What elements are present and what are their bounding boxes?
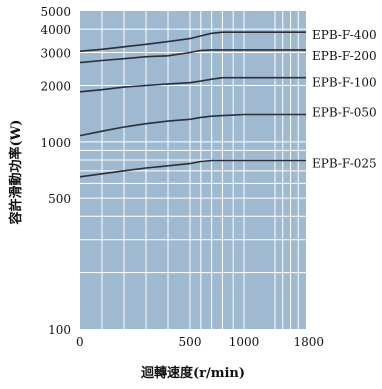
series-label: EPB-F-400: [312, 28, 377, 42]
series-line: [79, 31, 306, 52]
series-line: [79, 113, 306, 137]
x-tick-label: 0: [76, 335, 84, 349]
y-tick-label: 100: [48, 323, 71, 337]
series-line: [79, 76, 306, 93]
y-tick-label: 2000: [40, 79, 71, 93]
x-tick-label: 500: [179, 335, 202, 349]
y-tick-label: 1000: [40, 136, 71, 150]
y-tick-label: 3000: [40, 47, 71, 61]
series-label: EPB-F-050: [312, 105, 377, 119]
series-label-layer: EPB-F-400 EPB-F-200 EPB-F-100 EPB-F-050 EPB-…: [312, 28, 377, 170]
tick-layer: 100 500 1000 2000 3000 4000 5000 0 500 1000 1800: [40, 5, 324, 349]
series-label: EPB-F-025: [312, 156, 377, 170]
x-axis-label: 迴轉速度(r/min): [140, 365, 245, 381]
x-tick-label: 1000: [229, 335, 260, 349]
y-axis-label: 容許滑動功率(W): [8, 120, 24, 226]
series-layer: [79, 31, 306, 178]
y-tick-label: 5000: [40, 5, 71, 19]
series-line: [79, 49, 306, 64]
y-tick-label: 500: [48, 192, 71, 206]
x-tick-label: 1800: [293, 335, 324, 349]
series-label: EPB-F-200: [312, 49, 377, 63]
plot-area: [80, 11, 306, 329]
y-tick-label: 4000: [40, 23, 71, 37]
series-line: [79, 159, 306, 178]
series-label: EPB-F-100: [312, 76, 377, 90]
